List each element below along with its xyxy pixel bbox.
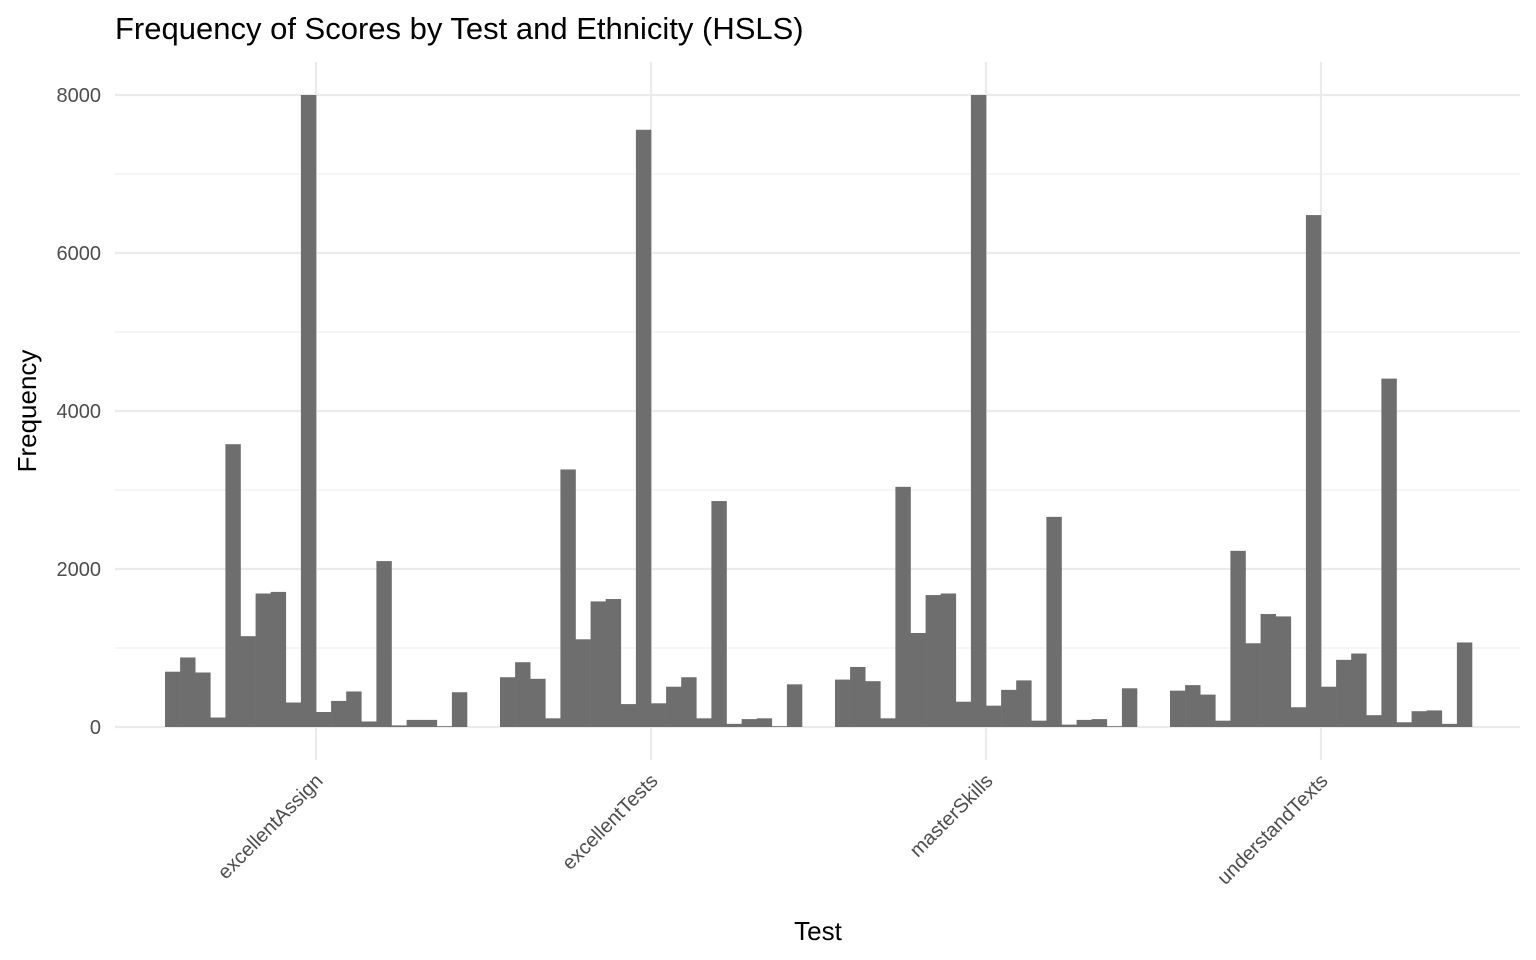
bar-excellentAssign-19	[436, 726, 453, 727]
bar-excellentAssign-11	[316, 711, 332, 727]
bar-masterSkills-9	[955, 701, 972, 727]
bar-masterSkills-11	[986, 705, 1002, 727]
x-tick-label: understandTexts	[1213, 770, 1332, 889]
x-tick-label: masterSkills	[906, 770, 998, 862]
bar-understandTexts-12	[1336, 659, 1352, 727]
bar-masterSkills-4	[880, 718, 896, 727]
bar-excellentTests-17	[741, 719, 757, 727]
bar-understandTexts-14	[1366, 715, 1382, 727]
bar-masterSkills-10	[970, 95, 987, 727]
bar-understandTexts-8	[1275, 616, 1292, 727]
bar-understandTexts-20	[1456, 642, 1473, 727]
bar-excellentTests-4	[545, 718, 561, 727]
bar-masterSkills-5	[895, 486, 911, 727]
bar-excellentAssign-3	[195, 672, 211, 727]
bar-excellentAssign-13	[346, 691, 362, 727]
bar-excellentTests-14	[696, 718, 712, 727]
bar-excellentTests-3	[530, 678, 546, 727]
x-tick-label: excellentAssign	[214, 770, 328, 884]
bar-excellentAssign-9	[285, 702, 302, 727]
bar-excellentAssign-14	[361, 721, 377, 727]
bar-masterSkills-3	[865, 681, 881, 727]
bar-excellentAssign-1	[165, 671, 181, 727]
x-tick-label: excellentTests	[558, 770, 662, 874]
bar-masterSkills-8	[940, 593, 957, 727]
bar-excellentTests-15	[711, 501, 727, 727]
bar-excellentTests-11	[651, 703, 667, 727]
bar-masterSkills-1	[835, 679, 851, 727]
bar-excellentAssign-10	[300, 95, 317, 727]
bar-understandTexts-10	[1305, 215, 1322, 727]
bar-understandTexts-13	[1351, 653, 1367, 727]
y-tick-label: 2000	[57, 559, 102, 581]
bar-understandTexts-4	[1215, 720, 1231, 727]
bar-understandTexts-7	[1260, 614, 1276, 727]
y-tick-labels: 0 2000 4000 6000 8000	[57, 85, 102, 739]
bar-masterSkills-2	[850, 666, 866, 727]
bar-excellentAssign-5	[225, 444, 241, 727]
bar-masterSkills-19	[1106, 726, 1123, 727]
bar-excellentAssign-6	[240, 636, 256, 727]
bar-excellentTests-6	[575, 639, 591, 727]
bar-understandTexts-6	[1245, 643, 1261, 727]
bar-masterSkills-16	[1061, 724, 1077, 727]
x-tick-labels: excellentAssign excellentTests masterSkill…	[214, 770, 1333, 889]
bar-understandTexts-1	[1170, 690, 1186, 727]
bar-understandTexts-17	[1411, 711, 1427, 727]
bar-masterSkills-12	[1001, 689, 1017, 727]
bar-masterSkills-6	[910, 632, 926, 727]
bar-understandTexts-5	[1230, 550, 1246, 727]
bar-understandTexts-18	[1426, 710, 1443, 727]
bar-excellentTests-12	[666, 686, 682, 727]
bar-excellentAssign-7	[255, 593, 271, 727]
bar-excellentTests-8	[605, 599, 622, 727]
bar-excellentTests-13	[681, 677, 697, 727]
bar-excellentTests-18	[756, 718, 773, 727]
y-tick-label: 4000	[57, 401, 102, 423]
bar-masterSkills-18	[1091, 719, 1108, 727]
bar-excellentTests-7	[590, 601, 606, 727]
bar-understandTexts-19	[1441, 723, 1458, 727]
bar-understandTexts-11	[1321, 686, 1337, 727]
bar-excellentTests-9	[620, 704, 637, 727]
bar-excellentTests-2	[515, 662, 531, 727]
bar-excellentAssign-15	[376, 561, 392, 727]
bar-excellentTests-10	[635, 129, 652, 727]
y-tick-label: 6000	[57, 243, 102, 265]
bar-understandTexts-2	[1185, 685, 1201, 727]
bar-understandTexts-15	[1381, 378, 1397, 727]
bar-understandTexts-3	[1200, 694, 1216, 727]
bar-masterSkills-15	[1046, 516, 1062, 727]
y-tick-label: 0	[90, 717, 101, 739]
bar-excellentAssign-20	[451, 692, 468, 727]
bar-excellentAssign-2	[180, 657, 196, 727]
y-axis-title: Frequency	[12, 350, 42, 473]
bar-excellentAssign-18	[421, 719, 438, 727]
bar-understandTexts-16	[1396, 722, 1412, 727]
bar-excellentTests-20	[786, 684, 803, 727]
bar-masterSkills-20	[1121, 688, 1138, 727]
bar-excellentTests-19	[771, 726, 788, 727]
bar-masterSkills-7	[925, 595, 941, 727]
bar-excellentAssign-8	[270, 591, 287, 727]
y-tick-label: 8000	[57, 85, 102, 107]
bar-masterSkills-17	[1076, 719, 1092, 727]
bar-excellentAssign-17	[406, 719, 422, 727]
bar-excellentAssign-16	[391, 725, 407, 727]
bar-masterSkills-14	[1031, 720, 1047, 727]
bar-masterSkills-13	[1016, 680, 1032, 727]
bar-excellentAssign-12	[331, 700, 347, 727]
bar-understandTexts-9	[1290, 707, 1307, 727]
x-axis-title: Test	[794, 916, 842, 946]
bar-excellentTests-5	[560, 469, 576, 727]
bars	[165, 95, 1473, 727]
bar-excellentTests-1	[500, 677, 516, 727]
chart-title: Frequency of Scores by Test and Ethnicit…	[115, 11, 804, 46]
bar-excellentAssign-4	[210, 717, 226, 727]
bar-excellentTests-16	[726, 723, 742, 727]
